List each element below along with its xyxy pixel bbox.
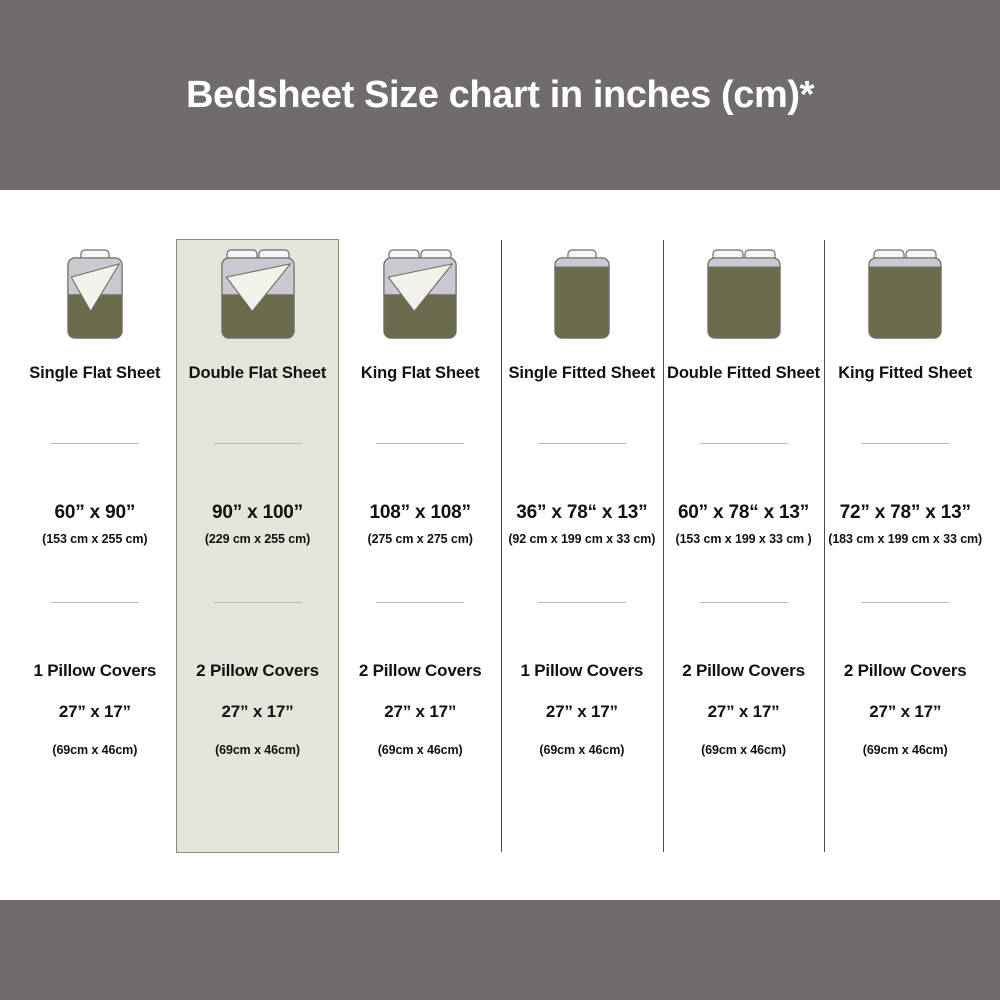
bed-fitted-sheet-single-icon <box>552 240 612 352</box>
bed-flat-sheet-king-icon <box>381 240 459 352</box>
pillow-cover-size-inches: 27” x 17” <box>384 702 457 722</box>
pillow-cover-size-inches: 27” x 17” <box>545 702 618 722</box>
size-chart-columns: Single Flat Sheet 60” x 90” (153 cm x 255 … <box>14 239 986 853</box>
column-label: King Flat Sheet <box>360 364 480 382</box>
pillow-cover-count: 1 Pillow Covers <box>520 661 644 681</box>
separator-line-top <box>537 443 626 445</box>
pillow-cover-size-inches: 27” x 17” <box>869 702 942 722</box>
sheet-size-cm: (275 cm x 275 cm) <box>367 532 473 547</box>
sheet-size-cm: (153 cm x 255 cm) <box>42 532 148 547</box>
column-double-fitted-sheet[interactable]: Double Fitted Sheet 60” x 78“ x 13” (153 c… <box>662 240 825 852</box>
sheet-size-block: 36” x 78“ x 13” (92 cm x 199 cm x 33 cm) <box>501 502 663 546</box>
column-king-flat-sheet[interactable]: King Flat Sheet 108” x 108” (275 cm x 275 … <box>339 240 501 852</box>
sheet-size-inches: 90” x 100” <box>212 502 303 524</box>
pillow-cover-size-cm: (69cm x 46cm) <box>862 743 948 758</box>
bed-flat-sheet-double-icon <box>219 240 297 352</box>
pillow-cover-size-inches: 27” x 17” <box>221 702 294 722</box>
column-king-fitted-sheet[interactable]: King Fitted Sheet 72” x 78” x 13” (183 cm … <box>824 240 986 852</box>
bed-fitted-sheet-double-icon <box>705 240 783 352</box>
separator-line-bottom <box>376 602 465 604</box>
footer-bar <box>0 900 1000 1000</box>
separator-line-top <box>699 443 788 445</box>
pillow-cover-block: 1 Pillow Covers 27” x 17” (69cm x 46cm) <box>501 661 663 757</box>
sheet-size-block: 72” x 78” x 13” (183 cm x 199 cm x 33 cm) <box>824 502 986 546</box>
page-title: Bedsheet Size chart in inches (cm)* <box>186 73 814 116</box>
separator-line-bottom <box>213 602 302 604</box>
separator-line-bottom <box>861 602 950 604</box>
separator-line-bottom <box>50 602 139 604</box>
column-label: Single Fitted Sheet <box>508 364 656 382</box>
header-bar <box>0 0 1000 190</box>
size-chart-table: Single Flat Sheet 60” x 90” (153 cm x 255 … <box>0 190 1000 900</box>
pillow-cover-size-cm: (69cm x 46cm) <box>215 743 300 758</box>
pillow-cover-size-cm: (69cm x 46cm) <box>52 743 138 758</box>
sheet-size-inches: 60” x 78“ x 13” <box>677 502 810 524</box>
separator-line-bottom <box>537 602 626 604</box>
sheet-size-block: 60” x 78“ x 13” (153 cm x 199 x 33 cm ) <box>663 502 825 546</box>
pillow-cover-block: 2 Pillow Covers 27” x 17” (69cm x 46cm) <box>824 661 986 757</box>
pillow-cover-size-inches: 27” x 17” <box>58 702 131 722</box>
pillow-cover-block: 2 Pillow Covers 27” x 17” (69cm x 46cm) <box>177 661 339 757</box>
sheet-size-inches: 72” x 78” x 13” <box>839 502 971 524</box>
bed-fitted-sheet-king-icon <box>866 240 944 352</box>
sheet-size-cm: (153 cm x 199 x 33 cm ) <box>675 532 812 547</box>
column-label: Double Flat Sheet <box>188 364 327 382</box>
separator-line-bottom <box>699 602 788 604</box>
separator-line-top <box>376 443 465 445</box>
pillow-cover-block: 1 Pillow Covers 27” x 17” (69cm x 46cm) <box>14 661 176 757</box>
sheet-size-block: 108” x 108” (275 cm x 275 cm) <box>339 502 501 546</box>
sheet-size-block: 60” x 90” (153 cm x 255 cm) <box>14 502 176 546</box>
column-single-fitted-sheet[interactable]: Single Fitted Sheet 36” x 78“ x 13” (92 cm… <box>501 240 663 852</box>
pillow-cover-count: 2 Pillow Covers <box>196 661 319 681</box>
sheet-size-cm: (229 cm x 255 cm) <box>204 532 311 547</box>
pillow-cover-count: 2 Pillow Covers <box>682 661 805 681</box>
sheet-size-inches: 108” x 108” <box>369 502 472 524</box>
separator-line-top <box>50 443 139 445</box>
column-label: King Fitted Sheet <box>838 364 973 382</box>
pillow-cover-size-cm: (69cm x 46cm) <box>701 743 786 758</box>
pillow-cover-block: 2 Pillow Covers 27” x 17” (69cm x 46cm) <box>663 661 825 757</box>
sheet-size-cm: (92 cm x 199 cm x 33 cm) <box>508 532 656 547</box>
column-double-flat-sheet[interactable]: Double Flat Sheet 90” x 100” (229 cm x 255… <box>175 239 340 853</box>
column-single-flat-sheet[interactable]: Single Flat Sheet 60” x 90” (153 cm x 255 … <box>14 240 176 852</box>
column-label: Single Flat Sheet <box>29 364 161 382</box>
sheet-size-inches: 36” x 78“ x 13” <box>516 502 648 524</box>
pillow-cover-count: 2 Pillow Covers <box>358 661 482 681</box>
sheet-size-inches: 60” x 90” <box>54 502 136 524</box>
pillow-cover-count: 1 Pillow Covers <box>33 661 157 681</box>
pillow-cover-count: 2 Pillow Covers <box>843 661 967 681</box>
bed-flat-sheet-single-icon <box>65 240 125 352</box>
pillow-cover-block: 2 Pillow Covers 27” x 17” (69cm x 46cm) <box>339 661 501 757</box>
pillow-cover-size-cm: (69cm x 46cm) <box>539 743 625 758</box>
sheet-size-block: 90” x 100” (229 cm x 255 cm) <box>177 502 339 546</box>
separator-line-top <box>213 443 302 445</box>
separator-line-top <box>861 443 950 445</box>
column-label: Double Fitted Sheet <box>667 364 821 382</box>
pillow-cover-size-cm: (69cm x 46cm) <box>377 743 463 758</box>
pillow-cover-size-inches: 27” x 17” <box>707 702 780 722</box>
sheet-size-cm: (183 cm x 199 cm x 33 cm) <box>828 532 983 547</box>
